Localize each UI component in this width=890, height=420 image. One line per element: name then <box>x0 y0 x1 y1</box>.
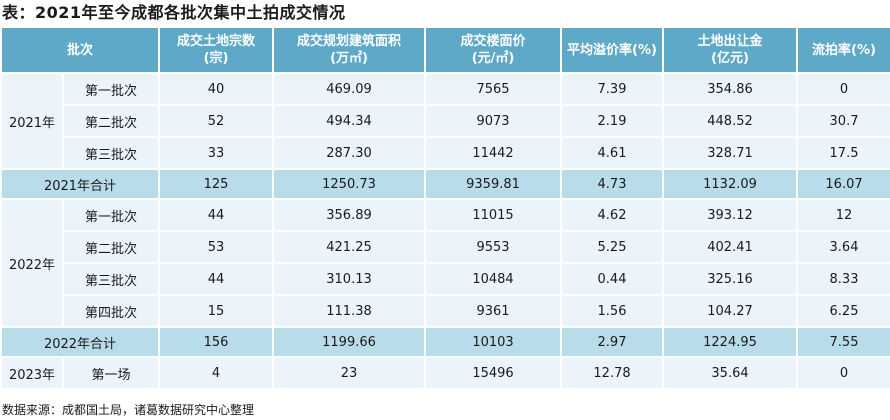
premium-cell: 0.44 <box>560 262 665 296</box>
year-cell: 2022年 <box>0 198 64 328</box>
premium-cell: 1.56 <box>560 294 665 328</box>
land-auction-table: 批次 成交土地宗数 (宗) 成交规划建筑面积 (万㎡) 成交楼面价 (元/㎡) 平均溢… <box>0 26 890 390</box>
year-cell: 2021年 <box>0 72 64 170</box>
fail-rate-cell: 6.25 <box>796 294 890 328</box>
count-cell: 53 <box>158 230 275 264</box>
header-fail-rate: 流拍率(%) <box>796 26 890 74</box>
table-row: 2023年 第一场 4 23 15496 12.78 35.64 0 <box>0 356 890 390</box>
revenue-cell: 1132.09 <box>662 168 799 200</box>
price-cell: 10484 <box>424 262 563 296</box>
table-title: 表：2021年至今成都各批次集中土拍成交情况 <box>2 3 346 22</box>
fail-rate-cell: 12 <box>796 198 890 232</box>
batch-cell: 第二批次 <box>61 104 161 138</box>
revenue-cell: 354.86 <box>662 72 799 106</box>
fail-rate-cell: 8.33 <box>796 262 890 296</box>
premium-cell: 4.62 <box>560 198 665 232</box>
count-cell: 15 <box>158 294 275 328</box>
area-cell: 1250.73 <box>272 168 427 200</box>
batch-cell: 第四批次 <box>61 294 161 328</box>
table-row: 2021年 第一批次 40 469.09 7565 7.39 354.86 0 <box>0 72 890 170</box>
revenue-cell: 325.16 <box>662 262 799 296</box>
price-cell: 9073 <box>424 104 563 138</box>
premium-cell: 7.39 <box>560 72 665 106</box>
area-cell: 310.13 <box>272 262 427 296</box>
count-cell: 125 <box>158 168 275 200</box>
count-cell: 44 <box>158 198 275 232</box>
fail-rate-cell: 7.55 <box>796 326 890 358</box>
premium-cell: 4.73 <box>560 168 665 200</box>
total-row: 2021年合计 125 1250.73 9359.81 4.73 1132.09… <box>0 168 890 200</box>
price-cell: 7565 <box>424 72 563 106</box>
header-batch: 批次 <box>0 26 161 74</box>
count-cell: 52 <box>158 104 275 138</box>
fail-rate-cell: 0 <box>796 356 890 390</box>
table-row: 第二批次 52 494.34 9073 2.19 448.52 30.7 <box>1 104 890 138</box>
fail-rate-cell: 16.07 <box>796 168 890 200</box>
revenue-cell: 402.41 <box>662 230 799 264</box>
table-row: 2022年 第一批次 44 356.89 11015 4.62 393.12 1… <box>0 198 890 328</box>
source-note: 数据来源：成都国土局，诸葛数据研究中心整理 <box>2 403 255 417</box>
area-cell: 421.25 <box>272 230 427 264</box>
price-cell: 15496 <box>424 356 563 390</box>
header-premium: 平均溢价率(%) <box>560 26 665 74</box>
price-cell: 10103 <box>424 326 563 358</box>
table-row: 第三批次 44 310.13 10484 0.44 325.16 8.33 <box>1 262 890 296</box>
price-cell: 11442 <box>424 136 563 170</box>
year-cell: 2023年 <box>0 356 64 390</box>
count-cell: 156 <box>158 326 275 358</box>
table-row: 第三批次 33 287.30 11442 4.61 328.71 17.5 <box>1 136 890 170</box>
total-row: 2022年合计 156 1199.66 10103 2.97 1224.95 7… <box>0 326 890 358</box>
count-cell: 40 <box>158 72 275 106</box>
area-cell: 469.09 <box>272 72 427 106</box>
area-cell: 494.34 <box>272 104 427 138</box>
revenue-cell: 328.71 <box>662 136 799 170</box>
revenue-cell: 448.52 <box>662 104 799 138</box>
batch-cell: 第一批次 <box>61 72 161 106</box>
count-cell: 4 <box>158 356 275 390</box>
fail-rate-cell: 0 <box>796 72 890 106</box>
header-revenue: 土地出让金 (亿元) <box>662 26 799 74</box>
area-cell: 287.30 <box>272 136 427 170</box>
revenue-cell: 35.64 <box>662 356 799 390</box>
header-area: 成交规划建筑面积 (万㎡) <box>272 26 427 74</box>
revenue-cell: 393.12 <box>662 198 799 232</box>
header-price: 成交楼面价 (元/㎡) <box>424 26 563 74</box>
batch-cell: 第三批次 <box>61 136 161 170</box>
batch-cell: 第一场 <box>61 356 161 390</box>
batch-cell: 第三批次 <box>61 262 161 296</box>
fail-rate-cell: 3.64 <box>796 230 890 264</box>
premium-cell: 4.61 <box>560 136 665 170</box>
fail-rate-cell: 17.5 <box>796 136 890 170</box>
fail-rate-cell: 30.7 <box>796 104 890 138</box>
table-row: 第二批次 53 421.25 9553 5.25 402.41 3.64 <box>1 230 890 264</box>
total-label: 2022年合计 <box>0 326 161 358</box>
batch-cell: 第一批次 <box>61 198 161 232</box>
price-cell: 9553 <box>424 230 563 264</box>
revenue-cell: 104.27 <box>662 294 799 328</box>
price-cell: 11015 <box>424 198 563 232</box>
premium-cell: 2.19 <box>560 104 665 138</box>
price-cell: 9359.81 <box>424 168 563 200</box>
price-cell: 9361 <box>424 294 563 328</box>
batch-cell: 第二批次 <box>61 230 161 264</box>
premium-cell: 5.25 <box>560 230 665 264</box>
table-row: 第四批次 15 111.38 9361 1.56 104.27 6.25 <box>1 294 890 328</box>
area-cell: 1199.66 <box>272 326 427 358</box>
revenue-cell: 1224.95 <box>662 326 799 358</box>
area-cell: 111.38 <box>272 294 427 328</box>
premium-cell: 2.97 <box>560 326 665 358</box>
area-cell: 356.89 <box>272 198 427 232</box>
area-cell: 23 <box>272 356 427 390</box>
count-cell: 44 <box>158 262 275 296</box>
header-count: 成交土地宗数 (宗) <box>158 26 275 74</box>
count-cell: 33 <box>158 136 275 170</box>
header-row: 批次 成交土地宗数 (宗) 成交规划建筑面积 (万㎡) 成交楼面价 (元/㎡) 平均溢… <box>0 26 890 74</box>
total-label: 2021年合计 <box>0 168 161 200</box>
premium-cell: 12.78 <box>560 356 665 390</box>
